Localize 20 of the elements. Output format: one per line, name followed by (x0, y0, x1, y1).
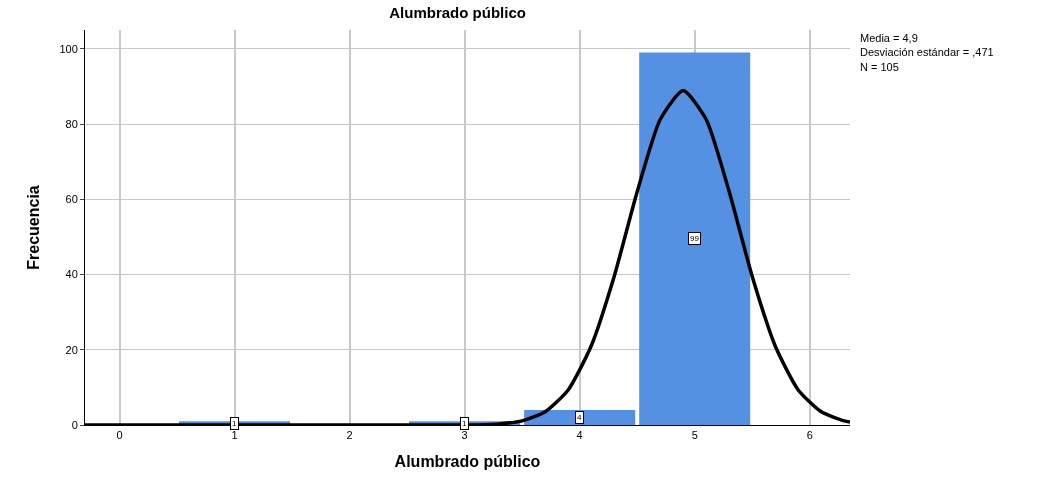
data-label: 1 (232, 419, 237, 428)
x-axis-title: Alumbrado público (394, 452, 541, 470)
x-tick-label: 2 (346, 429, 353, 442)
chart-title: Alumbrado público (389, 3, 526, 21)
x-tick-label: 1 (231, 429, 238, 442)
text: Media = 4,9 Desviación estándar = ,471 N = 105 (860, 32, 994, 73)
y-tick-label: 0 (71, 418, 78, 431)
x-tick-label: 5 (691, 429, 698, 442)
y-tick-label: 60 (65, 193, 78, 206)
x-tick-label: 4 (576, 429, 583, 442)
y-tick-label: 100 (59, 42, 78, 55)
x-tick-label: 3 (461, 429, 468, 442)
data-label: 99 (690, 234, 700, 243)
y-tick-label: 80 (65, 117, 78, 130)
x-tick-label: 0 (116, 429, 123, 442)
y-axis-title: Frecuencia (25, 185, 43, 270)
y-tick-label: 20 (65, 343, 78, 356)
data-label: 4 (577, 413, 582, 422)
x-tick-label: 6 (806, 429, 813, 442)
y-tick-label: 40 (65, 268, 78, 281)
